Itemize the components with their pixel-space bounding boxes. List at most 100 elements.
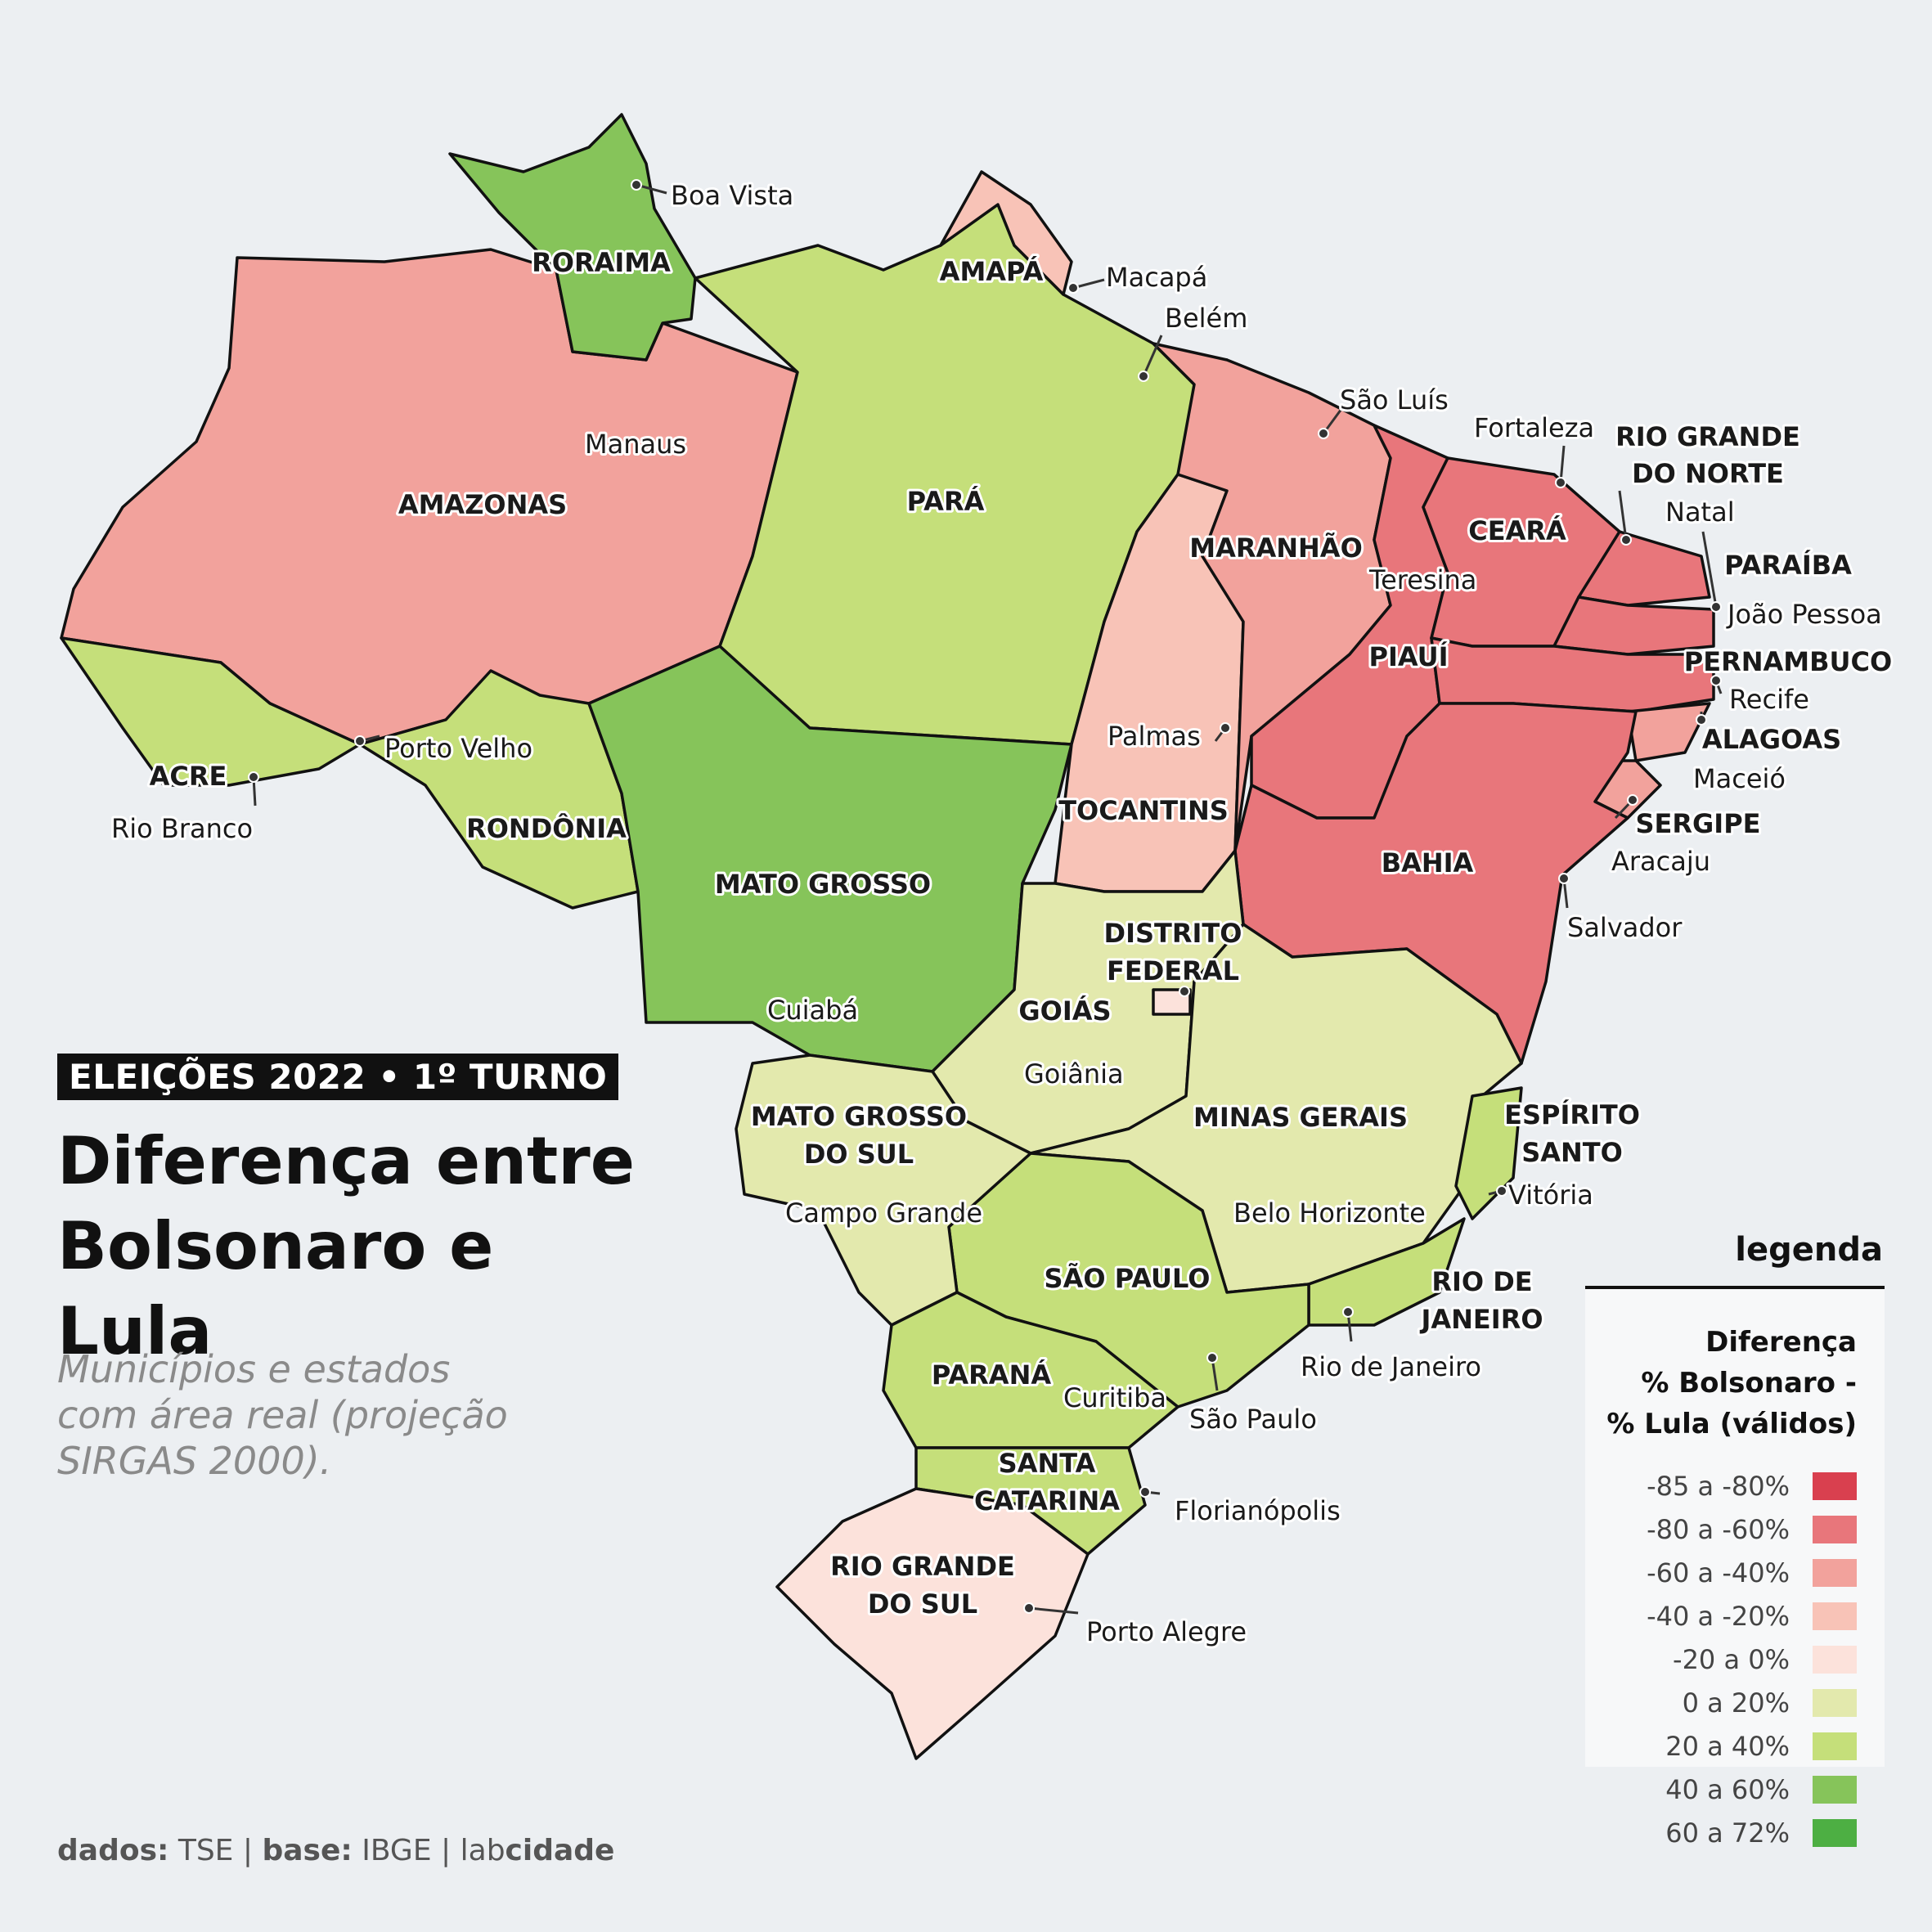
city-dot-porto-alegre	[1023, 1602, 1035, 1614]
legend-item: -85 a -80%	[1595, 1464, 1857, 1507]
legend-item-label: -20 a 0%	[1673, 1643, 1790, 1675]
state-labels: RORAIMA AMAPÁ AMAZONAS PARÁ MARANHÃO CEA…	[147, 245, 1895, 1622]
city-label-porto-velho: Porto Velho	[384, 733, 532, 764]
credits: dados: TSE | base: IBGE | labcidade	[57, 1834, 614, 1867]
city-label-natal: Natal	[1665, 496, 1735, 528]
state-label-ceara: CEARÁ	[1468, 515, 1566, 546]
state-label-mato-grosso-do-sul-2: DO SUL	[804, 1139, 914, 1170]
city-label-aracaju: Aracaju	[1611, 846, 1710, 877]
credits-base-label: base:	[262, 1834, 353, 1867]
state-label-acre: ACRE	[150, 761, 227, 792]
legend-item: -40 a -20%	[1595, 1594, 1857, 1638]
state-label-amazonas: AMAZONAS	[398, 489, 567, 520]
city-dot-fortaleza	[1555, 477, 1566, 488]
legend-subtitle: Diferença % Bolsonaro - % Lula (válidos)	[1595, 1322, 1857, 1445]
subtitle-line-3: SIRGAS 2000).	[57, 1439, 332, 1483]
legend-swatch	[1813, 1471, 1857, 1500]
city-dot-vitoria	[1496, 1185, 1507, 1197]
city-label-cuiaba: Cuiabá	[767, 995, 858, 1026]
legend-item: 0 a 20%	[1595, 1681, 1857, 1724]
state-label-maranhao: MARANHÃO	[1189, 532, 1363, 564]
legend-swatch	[1813, 1732, 1857, 1760]
state-shape-rio-grande-do-norte	[1577, 530, 1711, 607]
legend-swatch	[1813, 1602, 1857, 1630]
city-label-sao-luis: São Luís	[1340, 384, 1449, 416]
credits-data-label: dados:	[57, 1834, 169, 1867]
legend-title: legenda	[1735, 1231, 1883, 1269]
state-label-rondonia: RONDÔNIA	[466, 812, 627, 844]
city-dot-florianopolis	[1139, 1486, 1151, 1498]
state-label-piaui: PIAUÍ	[1368, 641, 1448, 672]
city-dot-natal	[1620, 534, 1632, 546]
legend-item-label: 40 a 60%	[1665, 1773, 1790, 1805]
legend-item-label: 0 a 20%	[1682, 1687, 1790, 1719]
city-label-curitiba: Curitiba	[1063, 1382, 1166, 1413]
city-label-palmas: Palmas	[1108, 721, 1201, 752]
legend-item-label: -85 a -80%	[1647, 1470, 1790, 1502]
state-label-rio-grande-do-norte-2: DO NORTE	[1632, 458, 1784, 489]
city-label-campo-grande: Campo Grande	[785, 1197, 982, 1229]
city-dot-recife	[1710, 675, 1722, 686]
state-label-sergipe: SERGIPE	[1635, 808, 1760, 839]
city-label-porto-alegre: Porto Alegre	[1086, 1616, 1247, 1647]
city-label-salvador: Salvador	[1567, 912, 1683, 943]
state-label-santa-catarina-2: CATARINA	[974, 1485, 1120, 1516]
legend-items: -85 a -80% -80 a -60% -60 a -40% -40 a -…	[1595, 1464, 1857, 1854]
legend-item-label: 20 a 40%	[1665, 1730, 1790, 1762]
legend-item-label: 60 a 72%	[1665, 1817, 1790, 1849]
city-dot-rio-branco	[248, 771, 259, 783]
page-title: Diferença entre Bolsonaro e Lula	[57, 1119, 646, 1374]
legend-item: 60 a 72%	[1595, 1811, 1857, 1854]
brand-logo: labcidade	[461, 1834, 615, 1867]
city-dot-porto-velho	[354, 735, 366, 747]
state-shape-acre	[60, 636, 362, 787]
city-dot-rio-de-janeiro	[1342, 1306, 1354, 1318]
city-label-manaus: Manaus	[585, 429, 686, 460]
city-dot-salvador	[1558, 873, 1570, 884]
city-dot-maceio	[1696, 714, 1707, 726]
state-label-paraiba: PARAÍBA	[1724, 550, 1852, 581]
city-labels: Boa Vista Macapá Belém São Luís Fortalez…	[109, 177, 1885, 1650]
credits-base-value: IBGE	[362, 1834, 432, 1867]
state-label-roraima: RORAIMA	[532, 247, 671, 278]
city-label-goiania: Goiânia	[1024, 1058, 1124, 1090]
state-label-rio-de-janeiro-1: RIO DE	[1431, 1266, 1532, 1297]
state-shape-alagoas	[1626, 702, 1711, 762]
state-label-alagoas: ALAGOAS	[1702, 724, 1841, 755]
legend: Diferença % Bolsonaro - % Lula (válidos)…	[1585, 1289, 1885, 1849]
legend-item: -20 a 0%	[1595, 1638, 1857, 1681]
city-label-fortaleza: Fortaleza	[1474, 412, 1594, 443]
state-shape-rio-grande-do-sul	[775, 1487, 1090, 1760]
city-label-belem: Belém	[1165, 303, 1247, 334]
city-dot-macapa	[1067, 282, 1079, 294]
city-label-maceio: Maceió	[1693, 763, 1786, 794]
city-label-joao-pessoa: João Pessoa	[1726, 599, 1882, 630]
state-label-mato-grosso: MATO GROSSO	[715, 869, 931, 900]
legend-swatch	[1813, 1818, 1857, 1847]
city-label-boa-vista: Boa Vista	[671, 180, 793, 211]
title-line-2: Bolsonaro e Lula	[57, 1208, 494, 1369]
state-label-goias: GOIÁS	[1018, 995, 1111, 1027]
legend-item: 20 a 40%	[1595, 1724, 1857, 1768]
legend-swatch	[1813, 1645, 1857, 1674]
city-dot-aracaju	[1627, 794, 1638, 806]
city-dot-joao-pessoa	[1710, 601, 1722, 613]
state-label-rio-grande-do-sul-1: RIO GRANDE	[830, 1551, 1015, 1582]
legend-item: -60 a -40%	[1595, 1551, 1857, 1594]
subtitle: Municípios e estados com área real (proj…	[57, 1346, 564, 1484]
city-leaders	[248, 179, 1723, 1615]
state-label-distrito-federal-2: FEDERAL	[1107, 955, 1239, 986]
legend-rule	[1585, 1286, 1885, 1289]
city-label-vitoria: Vitória	[1508, 1179, 1593, 1211]
election-badge: ELEIÇÕES 2022 • 1º TURNO	[57, 1054, 619, 1100]
legend-item-label: -40 a -20%	[1647, 1600, 1790, 1632]
state-label-distrito-federal-1: DISTRITO	[1104, 918, 1242, 949]
brand-light: lab	[460, 1834, 505, 1867]
state-label-tocantins: TOCANTINS	[1058, 795, 1229, 826]
state-label-parana: PARANÁ	[932, 1359, 1051, 1391]
state-label-pernambuco: PERNAMBUCO	[1684, 646, 1892, 677]
city-dot-boa-vista	[631, 179, 642, 191]
city-label-florianopolis: Florianópolis	[1175, 1495, 1341, 1526]
state-label-santa-catarina-1: SANTA	[999, 1448, 1096, 1479]
